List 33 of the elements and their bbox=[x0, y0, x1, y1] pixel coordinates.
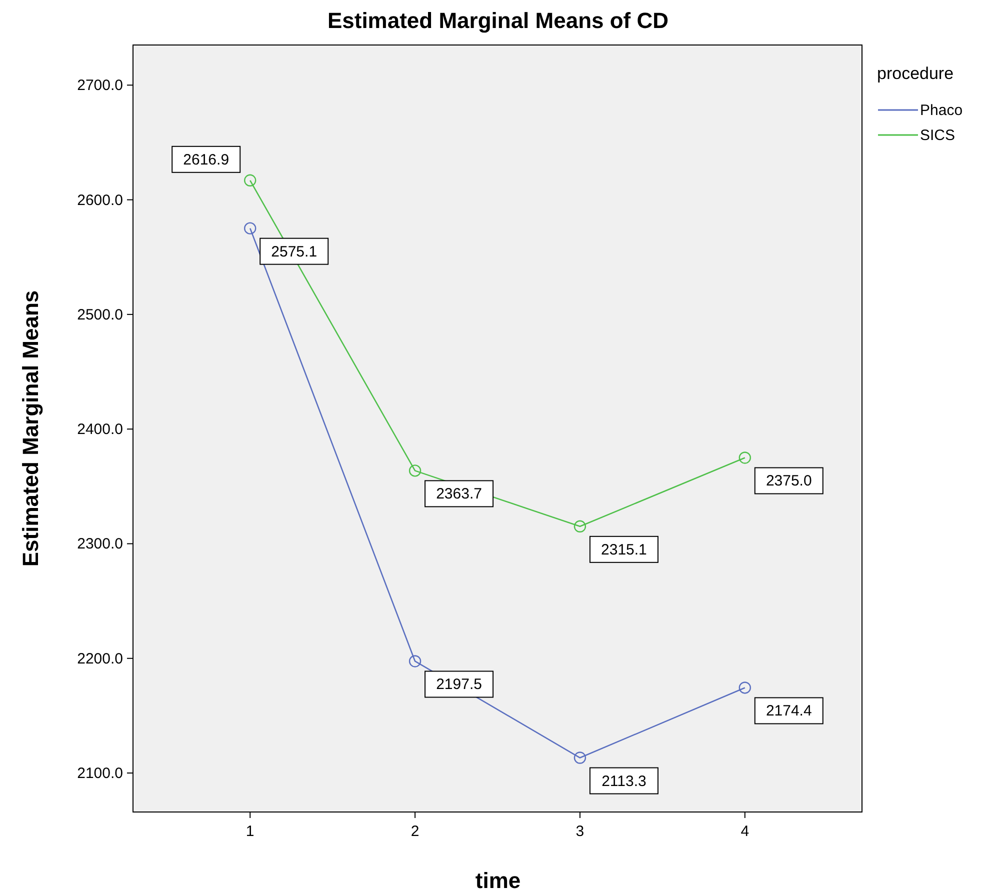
data-label: 2315.1 bbox=[601, 541, 647, 558]
data-label: 2616.9 bbox=[183, 151, 230, 168]
point bbox=[574, 520, 586, 533]
data-label: 2575.1 bbox=[271, 243, 318, 260]
data-label: 2197.5 bbox=[436, 676, 482, 694]
y-tick-label: 2600.0 bbox=[77, 192, 123, 209]
x-tick-label: 2 bbox=[410, 823, 420, 840]
x-tick-label: 4 bbox=[740, 823, 750, 840]
point bbox=[408, 655, 422, 668]
data-label: 2375.0 bbox=[766, 472, 812, 490]
point bbox=[244, 222, 256, 234]
chart-title: Estimated Marginal Means of CD bbox=[327, 8, 669, 33]
x-tick-label: 3 bbox=[576, 823, 584, 840]
legend-label: SICS bbox=[920, 127, 956, 144]
y-tick-label: 2700.0 bbox=[77, 77, 123, 94]
point bbox=[244, 174, 256, 186]
point bbox=[574, 752, 586, 764]
y-tick-label: 2400.0 bbox=[77, 421, 123, 438]
legend-title: procedure bbox=[877, 64, 954, 83]
y-axis-title: Estimated Marginal Means bbox=[18, 290, 43, 567]
x-axis-title: time bbox=[475, 868, 521, 893]
data-label: 2113.3 bbox=[602, 772, 646, 790]
y-tick-label: 2300.0 bbox=[77, 536, 123, 553]
legend-label: Phaco bbox=[920, 102, 963, 119]
point bbox=[738, 452, 751, 464]
point bbox=[408, 464, 422, 477]
data-label: 2174.4 bbox=[766, 702, 812, 720]
x-tick-label: 1 bbox=[246, 823, 254, 840]
point bbox=[738, 682, 751, 694]
y-tick-label: 2100.0 bbox=[77, 765, 123, 782]
y-tick-label: 2200.0 bbox=[77, 650, 123, 668]
data-label: 2363.7 bbox=[436, 486, 482, 503]
y-tick-label: 2500.0 bbox=[77, 306, 123, 324]
